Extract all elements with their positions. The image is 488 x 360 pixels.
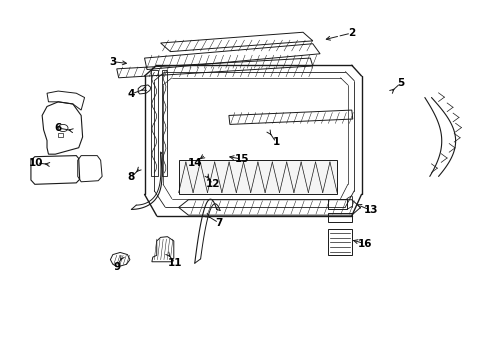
Text: 15: 15 [234, 154, 249, 164]
Polygon shape [178, 160, 336, 194]
Text: 6: 6 [55, 123, 61, 133]
Text: 3: 3 [109, 57, 116, 67]
Bar [328, 229, 351, 255]
Text: 12: 12 [205, 179, 220, 189]
Text: 13: 13 [363, 206, 378, 216]
Text: 1: 1 [272, 138, 279, 147]
Text: 4: 4 [127, 89, 135, 99]
Text: 8: 8 [127, 172, 135, 182]
Text: 16: 16 [357, 239, 372, 249]
Text: 9: 9 [113, 262, 120, 272]
Text: 14: 14 [187, 158, 202, 168]
Text: 2: 2 [347, 28, 355, 38]
Text: 5: 5 [396, 78, 404, 88]
Text: 7: 7 [215, 218, 223, 228]
Text: 10: 10 [28, 158, 43, 168]
Text: 11: 11 [168, 258, 182, 268]
